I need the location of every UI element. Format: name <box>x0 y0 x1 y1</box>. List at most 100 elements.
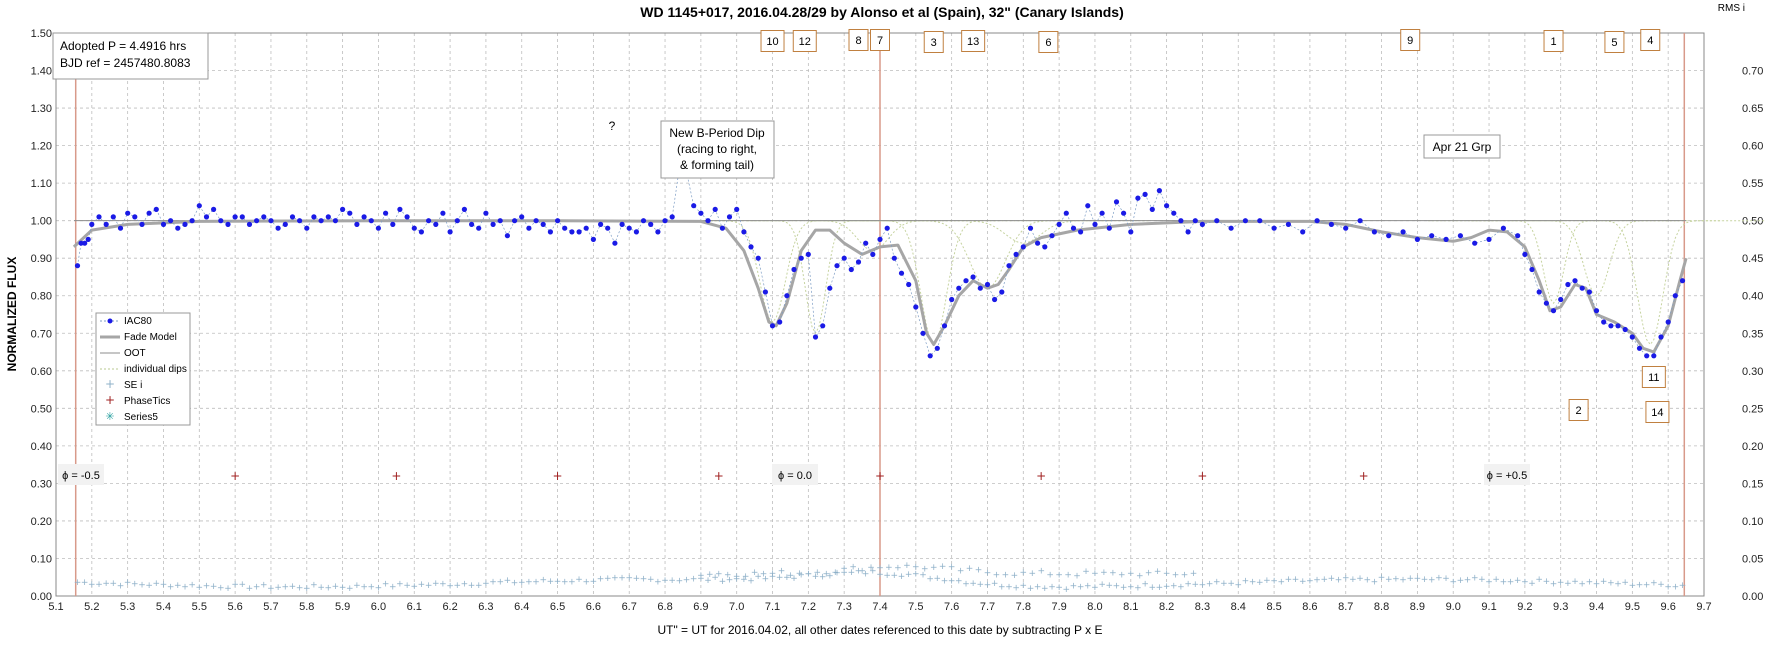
se-marker: + <box>403 581 411 591</box>
iac80-point <box>354 221 360 227</box>
se-marker: + <box>1349 575 1357 585</box>
iac80-point <box>146 210 152 216</box>
phase-tic-marker: + <box>875 469 885 483</box>
dip-label-box <box>1543 30 1564 52</box>
iac80-point <box>160 221 167 227</box>
x-tick-label: 9.7 <box>1696 601 1711 613</box>
iac80-point <box>1414 236 1420 242</box>
se-marker: + <box>625 574 633 584</box>
x-tick-label: 8.9 <box>1410 601 1425 613</box>
iac80-point <box>1078 229 1084 235</box>
iac80-point <box>612 240 618 246</box>
iac80-point <box>1099 210 1105 216</box>
iac80-point <box>726 214 733 220</box>
se-marker: + <box>1156 583 1164 593</box>
iac80-point <box>103 221 109 227</box>
x-tick-label: 6.0 <box>371 601 386 613</box>
group-label-box <box>1423 134 1501 159</box>
se-marker: + <box>1145 568 1153 578</box>
y2-tick-label: 0.00 <box>1742 591 1763 603</box>
x-tick-label: 7.5 <box>908 601 923 613</box>
se-marker: + <box>955 577 963 587</box>
y2-tick-label: 0.55 <box>1742 178 1763 190</box>
se-marker: + <box>1299 577 1307 587</box>
x-tick-label: 5.9 <box>335 601 350 613</box>
iac80-point <box>1443 236 1449 242</box>
se-marker: + <box>993 571 1001 581</box>
x-tick-label: 8.2 <box>1159 601 1174 613</box>
iac80-point <box>1472 240 1478 246</box>
iac80-point <box>1049 233 1055 239</box>
se-marker: + <box>1084 581 1092 591</box>
se-marker: + <box>1256 578 1264 588</box>
se-marker: + <box>661 576 669 586</box>
se-marker: + <box>582 578 590 588</box>
iac80-point <box>1615 323 1621 329</box>
dip-number-labels: 10 12 8 7 3 13 6 9 1 5 4 11 2 14 <box>760 29 1670 423</box>
iac80-point <box>569 229 575 235</box>
iac80-point <box>669 214 675 220</box>
se-marker: + <box>1055 583 1063 593</box>
se-marker: + <box>934 574 942 584</box>
se-marker: + <box>1442 574 1450 584</box>
se-marker: + <box>1306 577 1314 587</box>
se-marker: + <box>81 578 89 588</box>
se-marker: + <box>568 577 576 587</box>
se-marker: + <box>160 580 168 590</box>
iac80-point <box>626 225 632 231</box>
iac80-point <box>225 221 231 227</box>
se-marker: + <box>489 578 497 588</box>
y-tick-label: 1.40 <box>31 66 52 78</box>
se-marker: + <box>683 576 691 586</box>
iac80-point <box>490 221 496 227</box>
se-marker: + <box>905 570 913 580</box>
y2-tick-label: 0.20 <box>1742 441 1763 453</box>
x-tick-label: 6.1 <box>407 601 422 613</box>
y2-tick-label: 0.35 <box>1742 328 1763 340</box>
se-marker: + <box>1270 577 1278 587</box>
iac80-point <box>1070 225 1077 231</box>
iac80-point <box>246 221 253 227</box>
iac80-point <box>1672 293 1678 299</box>
iac80-point <box>583 225 589 231</box>
iac80-point <box>820 323 826 329</box>
se-marker: + <box>153 579 161 589</box>
iac80-point <box>1042 244 1048 250</box>
se-marker: + <box>812 572 820 582</box>
se-marker: + <box>618 573 626 583</box>
se-marker: + <box>697 574 705 584</box>
x-tick-label: 6.5 <box>550 601 565 613</box>
se-marker: + <box>1113 581 1121 591</box>
iac80-point <box>777 319 783 325</box>
iac80-point <box>791 266 797 273</box>
se-marker: + <box>1600 577 1608 587</box>
iac80-point <box>89 221 95 227</box>
se-marker: + <box>876 570 884 580</box>
iac80-point <box>1149 206 1155 212</box>
iac80-point <box>1006 263 1012 269</box>
iac80-point <box>1113 199 1120 205</box>
se-marker: + <box>1521 577 1529 587</box>
se-marker: + <box>1578 579 1586 589</box>
se-marker: + <box>117 581 125 591</box>
phase-label-text: ϕ = +0.5 <box>1487 470 1527 482</box>
iac80-point <box>691 203 697 209</box>
legend-se-label: SE i <box>124 380 142 391</box>
new-dip-line2: (racing to right, <box>677 142 757 156</box>
se-marker: + <box>751 568 759 578</box>
se-marker: + <box>547 577 555 587</box>
question-mark: ? <box>609 119 616 133</box>
x-tick-label: 6.6 <box>586 601 601 613</box>
iac80-point <box>605 225 611 231</box>
legend-series5-label: Series5 <box>124 412 158 423</box>
iac80-point <box>841 255 847 261</box>
iac80-point <box>390 221 396 227</box>
iac80-point <box>411 225 417 231</box>
se-marker: + <box>1070 581 1078 591</box>
se-marker: + <box>317 583 325 593</box>
iac80-point <box>96 214 102 220</box>
se-marker: + <box>1041 584 1049 594</box>
iac80-point <box>1579 285 1585 291</box>
iac80-point <box>734 206 740 212</box>
